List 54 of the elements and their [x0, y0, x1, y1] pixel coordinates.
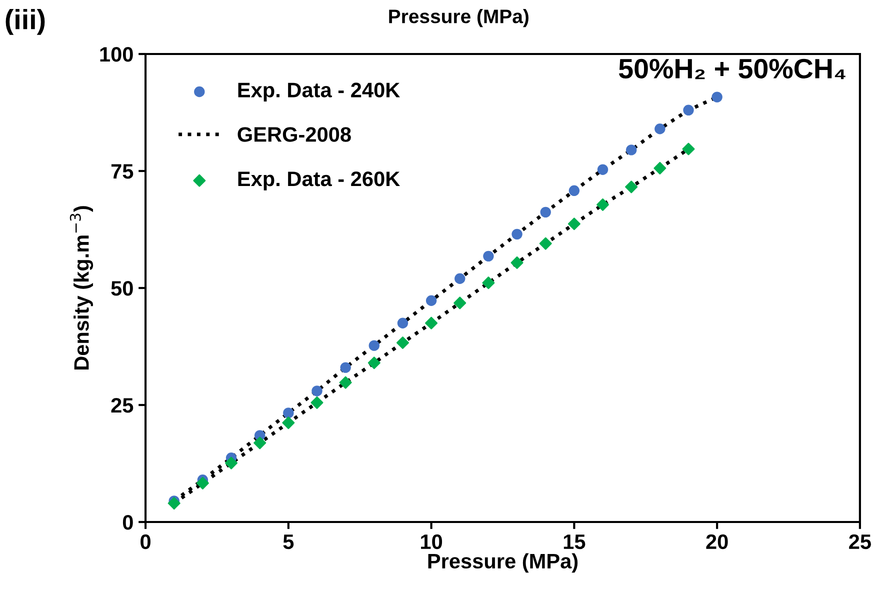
x-tick-label: 5 [283, 534, 294, 550]
point [482, 276, 495, 290]
x-tick-label: 20 [706, 534, 728, 550]
legend-label: Exp. Data - 260K [238, 172, 400, 190]
point [654, 124, 666, 134]
point [568, 185, 580, 196]
x-tick-label: 0 [140, 534, 150, 550]
point [597, 164, 608, 175]
y-tick-label: 25 [111, 398, 134, 413]
legend-label: GERG-2008 [238, 127, 351, 142]
point [540, 206, 551, 218]
point [426, 295, 437, 306]
x-axis-title: Pressure (MPa) [428, 553, 578, 573]
point [312, 386, 322, 396]
point [283, 408, 294, 418]
point [254, 436, 266, 450]
point [626, 144, 637, 156]
x-tick-label: 25 [849, 534, 871, 550]
y-axis-title: Density (kg.m$^{−3}$) [70, 206, 94, 370]
point [654, 162, 666, 174]
point [310, 396, 324, 409]
point [512, 228, 522, 240]
point [454, 296, 466, 310]
annotation: 50%H₂ + 50%CH₄ [618, 58, 846, 80]
point [625, 180, 638, 194]
point [396, 336, 409, 350]
point [368, 356, 380, 370]
point [225, 456, 238, 470]
text: Pressure (MPa) [389, 9, 528, 28]
legend-label: Exp. Data - 240K [238, 82, 400, 102]
point [596, 198, 610, 211]
point [568, 218, 580, 230]
point [282, 416, 295, 430]
point [168, 497, 180, 510]
y-tick-label: 75 [111, 164, 134, 179]
x-tick-label: 15 [564, 534, 586, 550]
point [368, 340, 380, 351]
y-tick-label: 0 [122, 515, 133, 530]
y-tick-label: 50 [111, 281, 133, 296]
point [425, 316, 438, 330]
point [339, 376, 352, 389]
y-tick-label: 100 [100, 47, 133, 62]
point [682, 142, 695, 156]
point [712, 92, 722, 102]
point [510, 256, 524, 269]
point [539, 237, 552, 250]
point [454, 273, 466, 284]
text: (iii) [6, 9, 45, 35]
point [683, 104, 694, 116]
point [196, 476, 209, 490]
point [483, 250, 494, 262]
x-tick-label: 10 [421, 534, 442, 550]
point [340, 362, 351, 373]
point [397, 318, 408, 328]
